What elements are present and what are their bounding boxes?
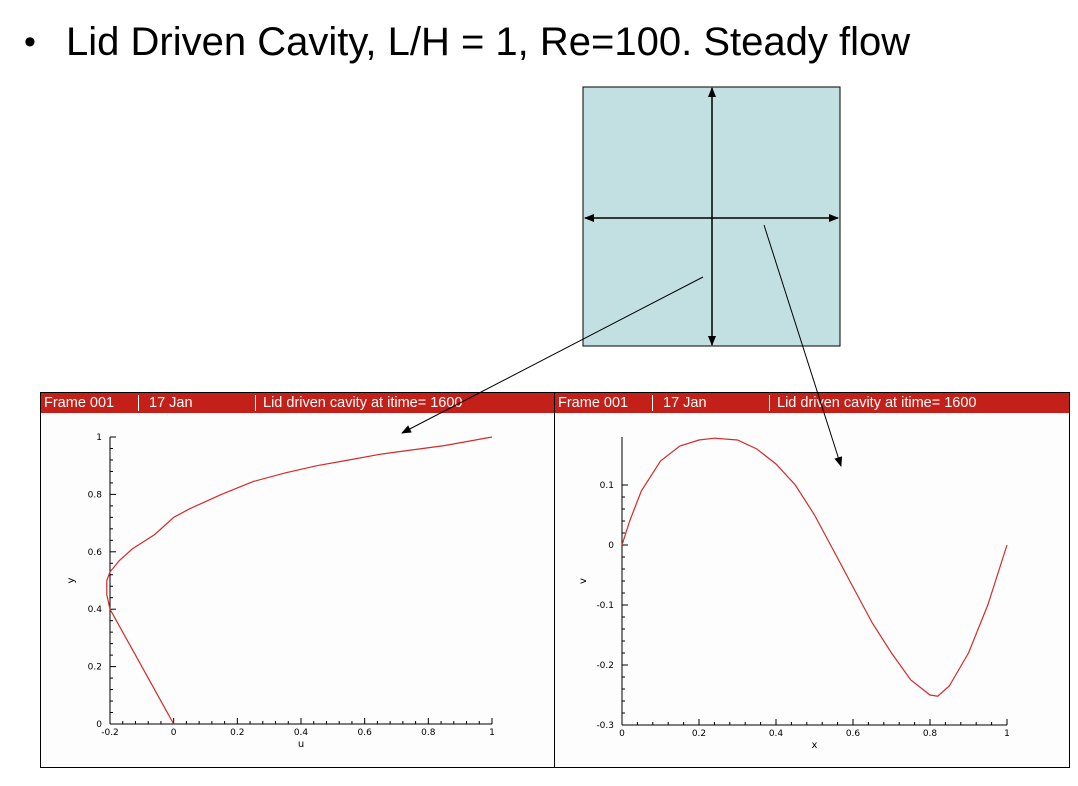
x-tick-label: 0.4	[769, 729, 784, 739]
header-divider	[255, 395, 256, 411]
x-tick-label: 1	[1004, 729, 1010, 739]
x-tick-label: 0.2	[692, 729, 706, 739]
date-label: 17 Jan	[663, 395, 707, 411]
x-tick-label: 0.6	[846, 729, 861, 739]
x-tick-label: -0.2	[101, 728, 119, 738]
x-tick-label: 0.6	[358, 728, 373, 738]
pointer-arrow-to-v-plot	[763, 224, 843, 467]
velocity-u-profile-panel: Frame 001 17 Jan Lid driven cavity at it…	[40, 392, 555, 768]
y-tick-label: -0.3	[596, 721, 614, 731]
frame-label: Frame 001	[558, 395, 629, 411]
caption-label: Lid driven cavity at itime= 1600	[777, 395, 977, 411]
caption-label: Lid driven cavity at itime= 1600	[263, 395, 463, 411]
frame-label: Frame 001	[44, 395, 115, 411]
x-tick-label: 0.8	[421, 728, 436, 738]
slide-title: Lid Driven Cavity, L/H = 1, Re=100. Stea…	[66, 19, 911, 64]
velocity-v-profile-panel: Frame 001 17 Jan Lid driven cavity at it…	[554, 392, 1070, 768]
v-profile-plot: 0 0.2 0.4 0.6 0.8 1 -0.3 -0.2 -0.1 0 0.1 x v	[578, 437, 1010, 751]
title-row: • Lid Driven Cavity, L/H = 1, Re=100. St…	[24, 12, 910, 72]
x-axis-label: u	[298, 739, 304, 750]
header-divider	[138, 395, 139, 411]
y-tick-label: 0	[608, 541, 614, 551]
header-divider	[652, 395, 653, 411]
x-tick-label: 1	[489, 728, 495, 738]
x-tick-label: 0.4	[294, 728, 309, 738]
header-divider	[769, 395, 770, 411]
y-axis-label: v	[578, 578, 589, 584]
y-tick-label: 0.4	[88, 605, 103, 615]
x-axis-label: x	[812, 740, 818, 751]
bullet: •	[24, 22, 36, 61]
y-tick-label: -0.2	[596, 661, 614, 671]
panel-header: Frame 001 17 Jan Lid driven cavity at it…	[555, 393, 1069, 413]
y-tick-label: 0.1	[600, 481, 614, 491]
panel-header: Frame 001 17 Jan Lid driven cavity at it…	[41, 393, 554, 413]
profile-curve	[621, 437, 1008, 697]
y-tick-label: 1	[96, 433, 102, 443]
y-tick-label: 0.6	[88, 548, 103, 558]
y-tick-label: -0.1	[596, 601, 614, 611]
pointer-arrow-to-u-plot	[401, 276, 704, 434]
x-tick-label: 0	[171, 728, 177, 738]
y-axis-label: y	[66, 577, 77, 583]
x-tick-label: 0	[619, 729, 625, 739]
x-tick-label: 0.8	[923, 729, 938, 739]
x-tick-label: 0.2	[230, 728, 244, 738]
y-tick-label: 0	[96, 720, 102, 730]
date-label: 17 Jan	[149, 395, 193, 411]
y-tick-label: 0.8	[88, 490, 103, 500]
y-tick-label: 0.2	[88, 663, 102, 673]
profile-curve	[106, 436, 493, 725]
